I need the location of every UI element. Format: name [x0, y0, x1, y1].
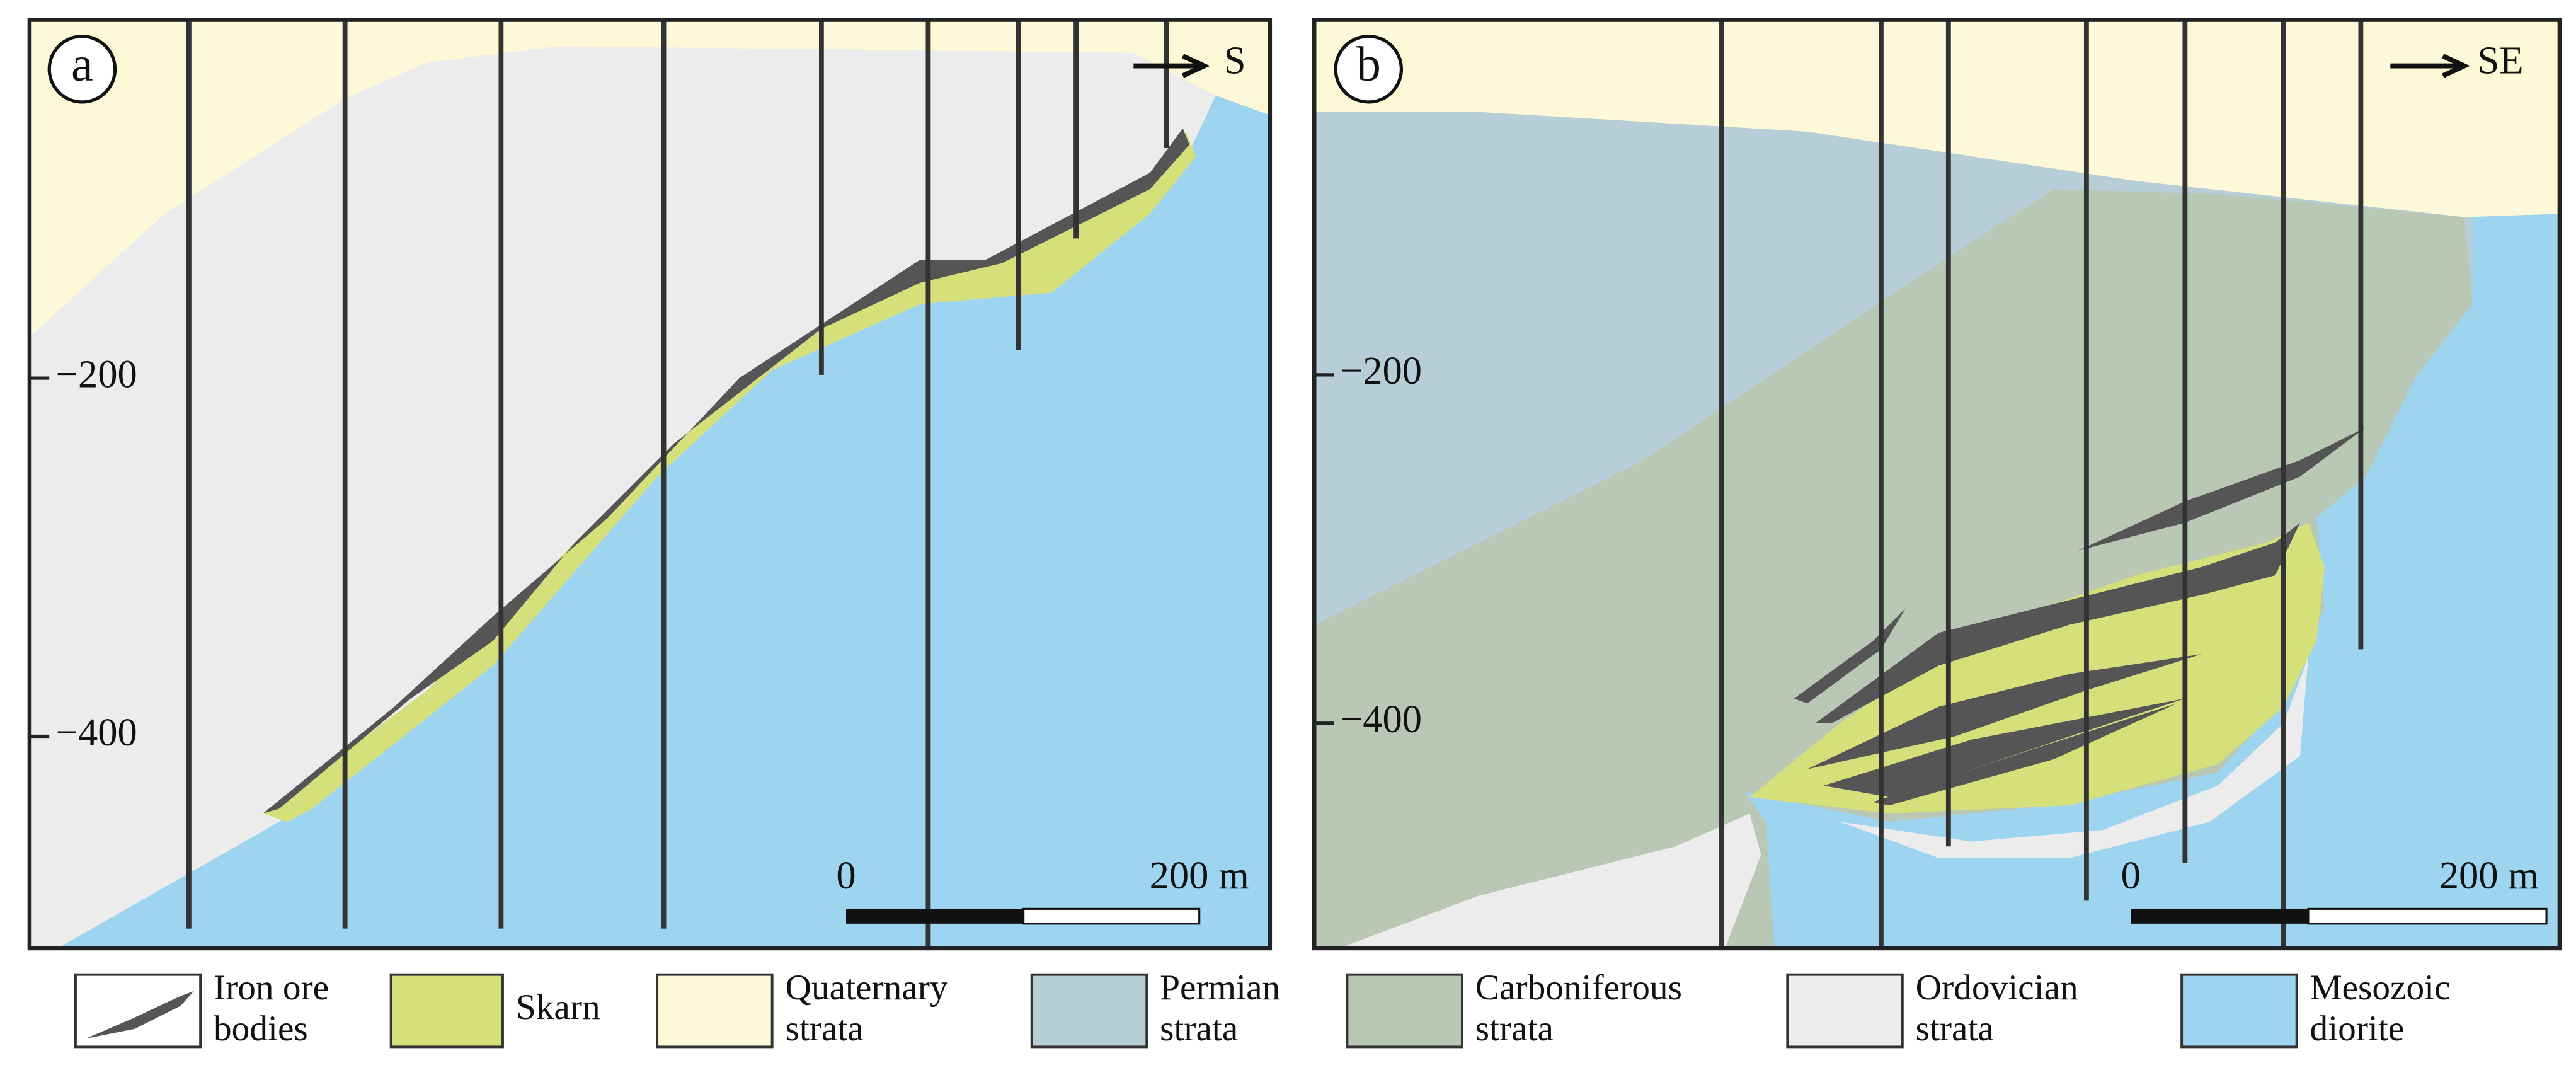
- panel-badge: [47, 35, 117, 104]
- legend: [74, 973, 2298, 1049]
- direction: SE: [2478, 38, 2524, 82]
- legend-label: strata: [786, 1009, 864, 1049]
- scale-bar: [2307, 907, 2548, 925]
- section-a: [29, 20, 1270, 948]
- ordovician: [1840, 657, 2308, 858]
- section-b: [1314, 20, 2560, 948]
- legend-swatch: [2180, 973, 2298, 1049]
- diorite: [1744, 214, 2560, 948]
- panel-label: b: [1356, 37, 1381, 91]
- legend-swatch: [1786, 973, 1904, 1049]
- legend-label: Carboniferous: [1475, 968, 1682, 1008]
- panel-label: a: [71, 37, 93, 91]
- legend-label: Permian: [1160, 968, 1280, 1008]
- scale-label: 200 m: [2439, 853, 2539, 897]
- legend-label: diorite: [2310, 1009, 2405, 1049]
- depth-label: −200: [1341, 348, 1422, 393]
- legend-swatch: [1346, 973, 1463, 1049]
- scale-label: 0: [2121, 853, 2141, 897]
- legend-swatch: [389, 973, 504, 1049]
- legend-label: strata: [1475, 1009, 1554, 1049]
- legend-label: strata: [1160, 1009, 1238, 1049]
- ore-body: [1807, 654, 2202, 769]
- ore-body: [2078, 427, 2366, 551]
- depth-label: −400: [1341, 697, 1422, 741]
- depth-label: −400: [56, 710, 137, 754]
- panel-badge: [1334, 35, 1404, 104]
- ore-body: [1823, 698, 2185, 798]
- ore-body: [1794, 608, 1906, 704]
- ore-body: [1815, 522, 2300, 723]
- legend-label: bodies: [214, 1009, 308, 1049]
- legend-label: Quaternary: [786, 968, 948, 1008]
- skarn: [263, 131, 1196, 822]
- scale-bar: [1022, 907, 1201, 925]
- legend-label: Ordovician: [1916, 968, 2078, 1008]
- direction: S: [1224, 38, 1246, 82]
- legend-label: Mesozoic: [2310, 968, 2451, 1008]
- frame: [27, 18, 1273, 951]
- direction-arrow: [1133, 54, 1210, 78]
- ordovician: [1339, 813, 1761, 948]
- legend-swatch: [656, 973, 774, 1049]
- legend-label: Skarn: [516, 987, 600, 1027]
- legend-ore-icon: [85, 991, 194, 1039]
- scale-label: 200 m: [1150, 853, 1249, 897]
- scale-label: 0: [836, 853, 856, 897]
- scale-bar: [846, 909, 1024, 924]
- legend-label: Iron ore: [214, 968, 329, 1008]
- scale-bar: [2131, 909, 2308, 924]
- legend-label: strata: [1916, 1009, 1994, 1049]
- frame: [1312, 18, 2562, 951]
- depth-label: −200: [56, 352, 137, 396]
- direction-arrow: [2390, 54, 2471, 78]
- legend-swatch: [1030, 973, 1148, 1049]
